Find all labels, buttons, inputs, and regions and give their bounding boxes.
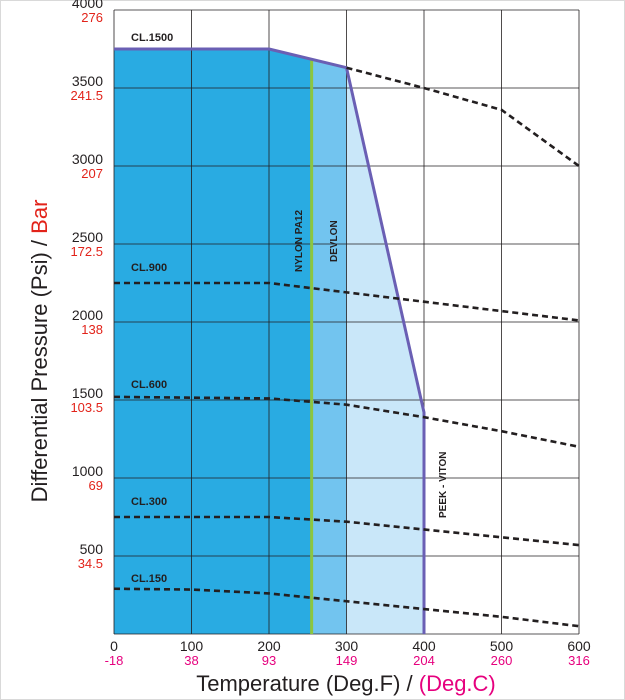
class-curve-cl300 [114,515,580,547]
y-tick-label-psi: 3000 [72,151,103,167]
x-tick-label-degc: 93 [262,653,276,668]
x-tick-label-degc: 38 [184,653,198,668]
y-tick-label-bar: 138 [81,322,103,337]
class-curve-cl1500 [346,66,580,168]
x-tick-label-degf: 200 [257,638,281,654]
y-tick-label-psi: 4000 [72,0,103,11]
y-axis-title-bar: Bar [27,200,52,234]
class-label-cl150: CL.150 [131,573,167,585]
y-tick-label-psi: 3500 [72,73,103,89]
class-label-cl900: CL.900 [131,262,167,274]
class-label-cl300: CL.300 [131,496,167,508]
x-tick-label-degf: 300 [335,638,359,654]
x-axis-title: Temperature (Deg.F) / (Deg.C) [196,671,496,696]
x-tick-label-degf: 100 [180,638,204,654]
x-axis-title-degf: Temperature (Deg.F) / [196,671,419,696]
y-tick-label-psi: 2000 [72,307,103,323]
x-tick-label-degc: 260 [491,653,513,668]
region-fill-nylon-pa12 [114,49,312,634]
material-label-peek-viton: PEEK - VITON [438,452,449,519]
y-tick-label-bar: 241.5 [70,88,103,103]
class-label-cl600: CL.600 [131,379,167,391]
material-label-devlon: DEVLON [329,220,340,262]
x-tick-label-degf: 500 [490,638,514,654]
y-tick-label-psi: 1500 [72,385,103,401]
y-axis-title-psi: Differential Pressure (Psi) / [27,234,52,503]
class-curve-cl600 [113,395,580,449]
y-tick-label-bar: 69 [89,478,103,493]
y-tick-label-psi: 500 [80,541,104,557]
y-tick-label-psi: 1000 [72,463,103,479]
y-tick-label-bar: 103.5 [70,400,103,415]
region-fill-devlon [311,59,347,634]
y-axis-title: Differential Pressure (Psi) / Bar [27,200,52,503]
x-tick-label-degf: 400 [412,638,436,654]
y-tick-label-psi: 2500 [72,229,103,245]
x-tick-label-degc: 149 [336,653,358,668]
class-curve-cl900 [114,281,580,322]
x-tick-label-degf: 600 [567,638,591,654]
region-fill-peek-viton [346,67,424,635]
y-tick-label-bar: 276 [81,10,103,25]
class-label-cl1500: CL.1500 [131,32,173,44]
x-axis-title-degc: (Deg.C) [419,671,496,696]
y-tick-label-bar: 207 [81,166,103,181]
material-label-nylon: NYLON PA12 [294,210,305,272]
x-tick-label-degc: -18 [105,653,124,668]
x-tick-label-degc: 204 [413,653,435,668]
x-tick-label-degc: 316 [568,653,590,668]
y-tick-label-bar: 34.5 [78,556,103,571]
x-tick-label-degf: 0 [110,638,118,654]
y-tick-label-bar: 172.5 [70,244,103,259]
class-curve-cl150 [113,587,580,628]
